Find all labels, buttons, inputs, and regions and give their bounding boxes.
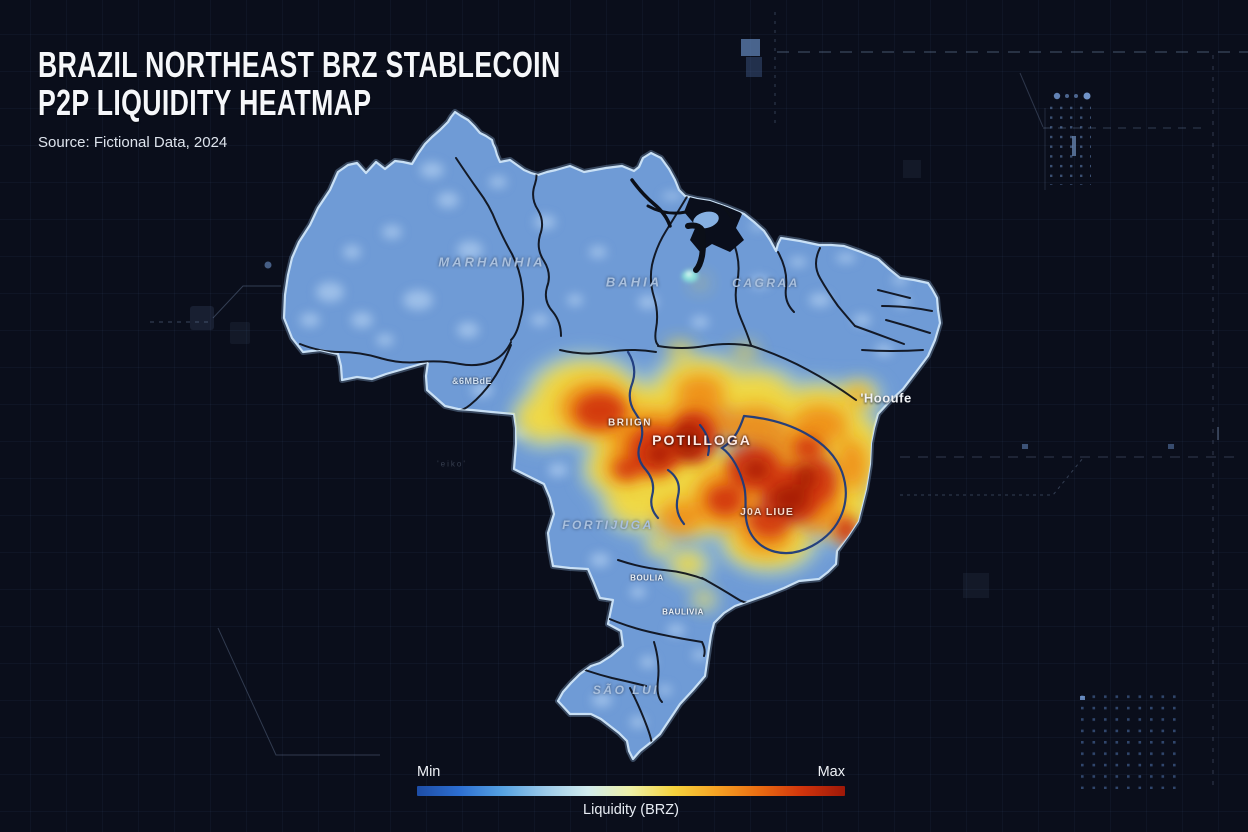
map-label-joa-liue: J0A LIUE (740, 506, 794, 518)
map-label-potilloga: POTILLOGA (652, 432, 752, 448)
legend-min-label: Min (417, 764, 441, 780)
amazon-mouth (630, 178, 744, 273)
heat-dark-red (649, 422, 816, 514)
legend-axis-label: Liquidity (BRZ) (583, 802, 679, 818)
heat-yellow (517, 279, 881, 606)
title-line-1: BRAZIL NORTHEAST BRZ STABLECOIN (38, 44, 561, 85)
title-line-2: P2P LIQUIDITY HEATMAP (38, 82, 372, 123)
circuit-decoration-top (741, 12, 1248, 128)
map-label-bambae: &6MBdE (451, 376, 493, 386)
heat-blobs (509, 270, 893, 610)
heat-bright-spot (682, 270, 698, 282)
map-label-baulivia: BAULIVIA (662, 607, 704, 617)
header: BRAZIL NORTHEAST BRZ STABLECOIN P2P LIQU… (38, 46, 744, 152)
dot-grid-bottom-right (1080, 694, 1180, 789)
legend-colorbar (417, 786, 845, 796)
heat-red (575, 393, 858, 544)
map-label-marhanhia: MARHANHIA (438, 254, 546, 270)
state-borders (299, 157, 933, 745)
dot-matrix-top-right (1049, 92, 1091, 185)
circuit-decoration-top-right (1019, 72, 1205, 190)
heat-orange (559, 375, 867, 554)
map-label-fortijuga: FORTIJUGA (562, 518, 654, 532)
circuit-decoration-right (900, 55, 1240, 790)
light-blue-patches (300, 162, 910, 728)
map-label-eiko: 'eiko' (437, 459, 467, 469)
circuit-decoration-bottom-left (217, 627, 380, 756)
river-lines (626, 350, 847, 555)
map-label-hooufe: 'Hooufe (860, 390, 912, 406)
map-label-boulia: BOULIA (630, 573, 664, 583)
source-caption: Source: Fictional Data, 2024 (38, 134, 228, 151)
circuit-decoration-left (150, 261, 281, 344)
legend-max-label: Max (817, 764, 845, 780)
brazil-outline (284, 112, 940, 759)
page-title: BRAZIL NORTHEAST BRZ STABLECOIN P2P LIQU… (38, 46, 561, 122)
map-label-sao-lui: SÃO LUI (592, 683, 660, 697)
map-label-cagraa: CAGRAA (732, 276, 800, 290)
map-label-bahia: BAHIA (605, 274, 663, 290)
map-label-briign: BRIIGN (608, 417, 652, 429)
heat-pale-ring (509, 352, 893, 610)
